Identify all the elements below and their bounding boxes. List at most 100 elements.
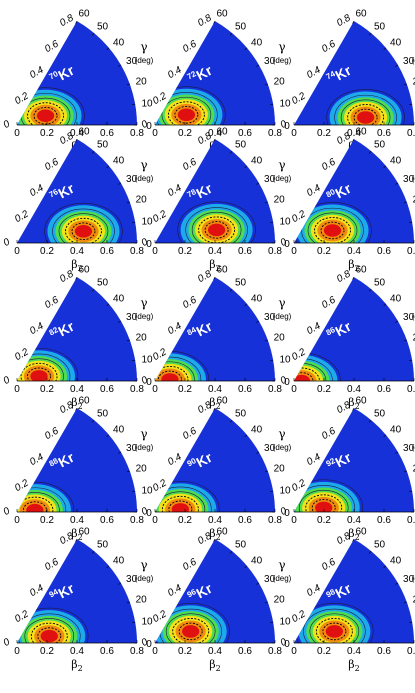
- gamma-tick-label: 50: [235, 539, 247, 550]
- contour-line-dashed: [347, 104, 385, 126]
- gamma-tick-mark: [91, 150, 95, 154]
- contour-line-dashed: [311, 499, 336, 512]
- gamma-tick-mark: [132, 490, 136, 492]
- gamma-tick-mark: [106, 165, 110, 169]
- contour-line-dashed: [65, 217, 102, 243]
- energy-contour-fill: [40, 629, 58, 643]
- gamma-tick-label: 60: [78, 526, 90, 537]
- energy-contour-fill: [26, 503, 44, 512]
- contour-line: [294, 485, 355, 512]
- gamma-tick-mark: [126, 470, 130, 473]
- beta2-diagonal-tick-label: 0.2: [290, 346, 308, 363]
- energy-contour-fill: [36, 109, 55, 122]
- nucleus-label: 80Kr: [325, 180, 355, 206]
- gamma-tick-label: 20: [274, 77, 286, 88]
- gamma-tick-mark: [229, 150, 233, 154]
- beta2-tick-label: 0.6: [377, 246, 391, 257]
- beta2-diagonal-tick-label: 0.4: [305, 451, 323, 468]
- beta2-diagonal-tick-label: 0.4: [28, 182, 46, 199]
- beta2-diagonal-tick-label: 0: [2, 374, 13, 387]
- gamma-axis-label: γ: [140, 40, 147, 54]
- gamma-tick-mark: [409, 490, 413, 492]
- beta2-tick-label: 0.4: [208, 515, 222, 526]
- gamma-tick-mark: [256, 182, 260, 185]
- gamma-tick-label: 10: [279, 485, 291, 496]
- gamma-tick-mark: [270, 359, 274, 361]
- beta2-tick-label: 0: [14, 246, 20, 257]
- pes-panel-78Kr: 000.20.20.40.40.60.60.80.8β2010203040506…: [140, 126, 292, 273]
- beta2-axis-label: β2: [71, 258, 82, 273]
- contour-line: [155, 603, 230, 643]
- gamma-tick-mark: [106, 565, 110, 569]
- beta2-tick-label: 0.4: [70, 515, 84, 526]
- gamma-axis-label: γ: [278, 158, 285, 172]
- gamma-tick-mark: [118, 64, 122, 67]
- beta2-tick-label: 0.2: [178, 384, 192, 395]
- contour-line-dashed: [37, 627, 62, 643]
- contour-line: [17, 607, 89, 643]
- pes-panel-88Kr: 000.20.20.40.40.60.60.80.8β2010203040506…: [2, 395, 154, 542]
- beta2-tick-label: 0.2: [178, 128, 192, 139]
- beta2-tick-label: 0.6: [100, 646, 114, 657]
- contour-line: [17, 358, 64, 381]
- gamma-tick-mark: [75, 20, 78, 24]
- gamma-tick-mark: [75, 538, 78, 542]
- beta2-tick-label: 0.6: [377, 646, 391, 657]
- contour-line: [17, 347, 79, 381]
- pes-panel-98Kr: 000.20.20.40.40.60.60.80.8β2010203040506…: [279, 526, 415, 673]
- gamma-axis-label: γ: [278, 427, 285, 441]
- beta2-tick-label: 0.6: [238, 646, 252, 657]
- gamma-tick-mark: [403, 470, 407, 473]
- beta2-diagonal-tick-label: 0.4: [166, 182, 184, 199]
- gamma-unit-label: (deg): [135, 56, 154, 65]
- gamma-tick-mark: [395, 451, 399, 454]
- gamma-tick-mark: [352, 276, 355, 280]
- contour-line: [303, 608, 366, 643]
- contour-line: [155, 480, 220, 512]
- pes-panel-72Kr: 000.20.20.40.40.60.60.80.8β2010203040506…: [140, 8, 292, 155]
- gamma-tick-label: 20: [413, 77, 415, 88]
- beta2-tick-label: 0.2: [317, 515, 331, 526]
- beta2-diagonal-tick-label: 0.4: [166, 451, 184, 468]
- contour-line-dashed: [157, 370, 182, 381]
- beta2-diagonal-tick-label: 0: [140, 505, 151, 518]
- beta2-tick-label: 0.8: [130, 128, 144, 139]
- gamma-tick-label: 30: [403, 443, 415, 454]
- gamma-tick-label: 20: [413, 595, 415, 606]
- beta2-diagonal-tick-label: 0.6: [43, 156, 61, 173]
- beta2-diagonal-tick-label: 0.4: [28, 320, 46, 337]
- beta2-tick-label: 0: [291, 246, 297, 257]
- pes-panel-76Kr: 000.20.20.40.40.60.60.80.8β2010203040506…: [2, 126, 154, 273]
- beta2-diagonal-tick-label: 0.8: [58, 12, 76, 29]
- contour-line-dashed: [198, 216, 236, 243]
- gamma-tick-label: 30: [403, 174, 415, 185]
- beta2-tick-label: 0: [152, 246, 158, 257]
- beta2-diagonal-tick-label: 0.4: [28, 582, 46, 599]
- beta2-tick-label: 0.8: [407, 384, 415, 395]
- beta2-tick-label: 0.8: [268, 384, 282, 395]
- beta2-diagonal-tick-label: 0.2: [13, 346, 31, 363]
- contour-line-dashed: [320, 221, 345, 240]
- beta2-diagonal-tick-label: 0: [279, 236, 290, 249]
- beta2-diagonal-tick-label: 0.2: [290, 477, 308, 494]
- gamma-tick-mark: [244, 165, 248, 169]
- energy-contour-fill: [177, 108, 196, 122]
- beta2-diagonal-tick-label: 0: [140, 636, 151, 649]
- beta2-diagonal-tick-label: 0.4: [166, 582, 184, 599]
- gamma-tick-label: 40: [390, 424, 402, 435]
- beta2-tick-label: 0.4: [70, 246, 84, 257]
- gamma-tick-mark: [75, 138, 78, 142]
- beta2-tick-label: 0: [152, 515, 158, 526]
- beta2-axis-label: β2: [209, 527, 220, 542]
- gamma-tick-label: 20: [136, 595, 148, 606]
- contour-line: [155, 486, 212, 512]
- beta2-diagonal-tick-label: 0: [279, 374, 290, 387]
- beta2-axis-label: β2: [71, 658, 82, 673]
- gamma-tick-mark: [352, 407, 355, 411]
- gamma-tick-mark: [264, 601, 268, 604]
- beta2-diagonal-tick-label: 0.6: [181, 556, 199, 573]
- gamma-tick-label: 30: [264, 312, 276, 323]
- contour-line: [17, 353, 71, 381]
- gamma-tick-label: 40: [251, 555, 263, 566]
- gamma-tick-label: 50: [97, 277, 109, 288]
